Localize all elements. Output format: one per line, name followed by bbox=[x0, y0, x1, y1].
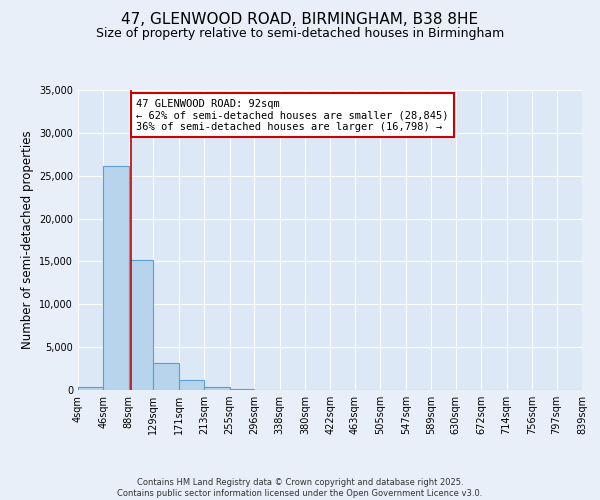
Bar bbox=[230, 389, 254, 390]
Bar bbox=[129, 260, 154, 390]
Bar bbox=[179, 380, 204, 390]
Text: 47, GLENWOOD ROAD, BIRMINGHAM, B38 8HE: 47, GLENWOOD ROAD, BIRMINGHAM, B38 8HE bbox=[121, 12, 479, 28]
Y-axis label: Number of semi-detached properties: Number of semi-detached properties bbox=[20, 130, 34, 350]
Bar bbox=[78, 386, 103, 390]
Bar bbox=[103, 166, 129, 390]
Text: Size of property relative to semi-detached houses in Birmingham: Size of property relative to semi-detach… bbox=[96, 28, 504, 40]
Text: 47 GLENWOOD ROAD: 92sqm
← 62% of semi-detached houses are smaller (28,845)
36% o: 47 GLENWOOD ROAD: 92sqm ← 62% of semi-de… bbox=[136, 98, 448, 132]
Bar bbox=[204, 387, 230, 390]
Text: Contains HM Land Registry data © Crown copyright and database right 2025.
Contai: Contains HM Land Registry data © Crown c… bbox=[118, 478, 482, 498]
Bar bbox=[154, 364, 179, 390]
